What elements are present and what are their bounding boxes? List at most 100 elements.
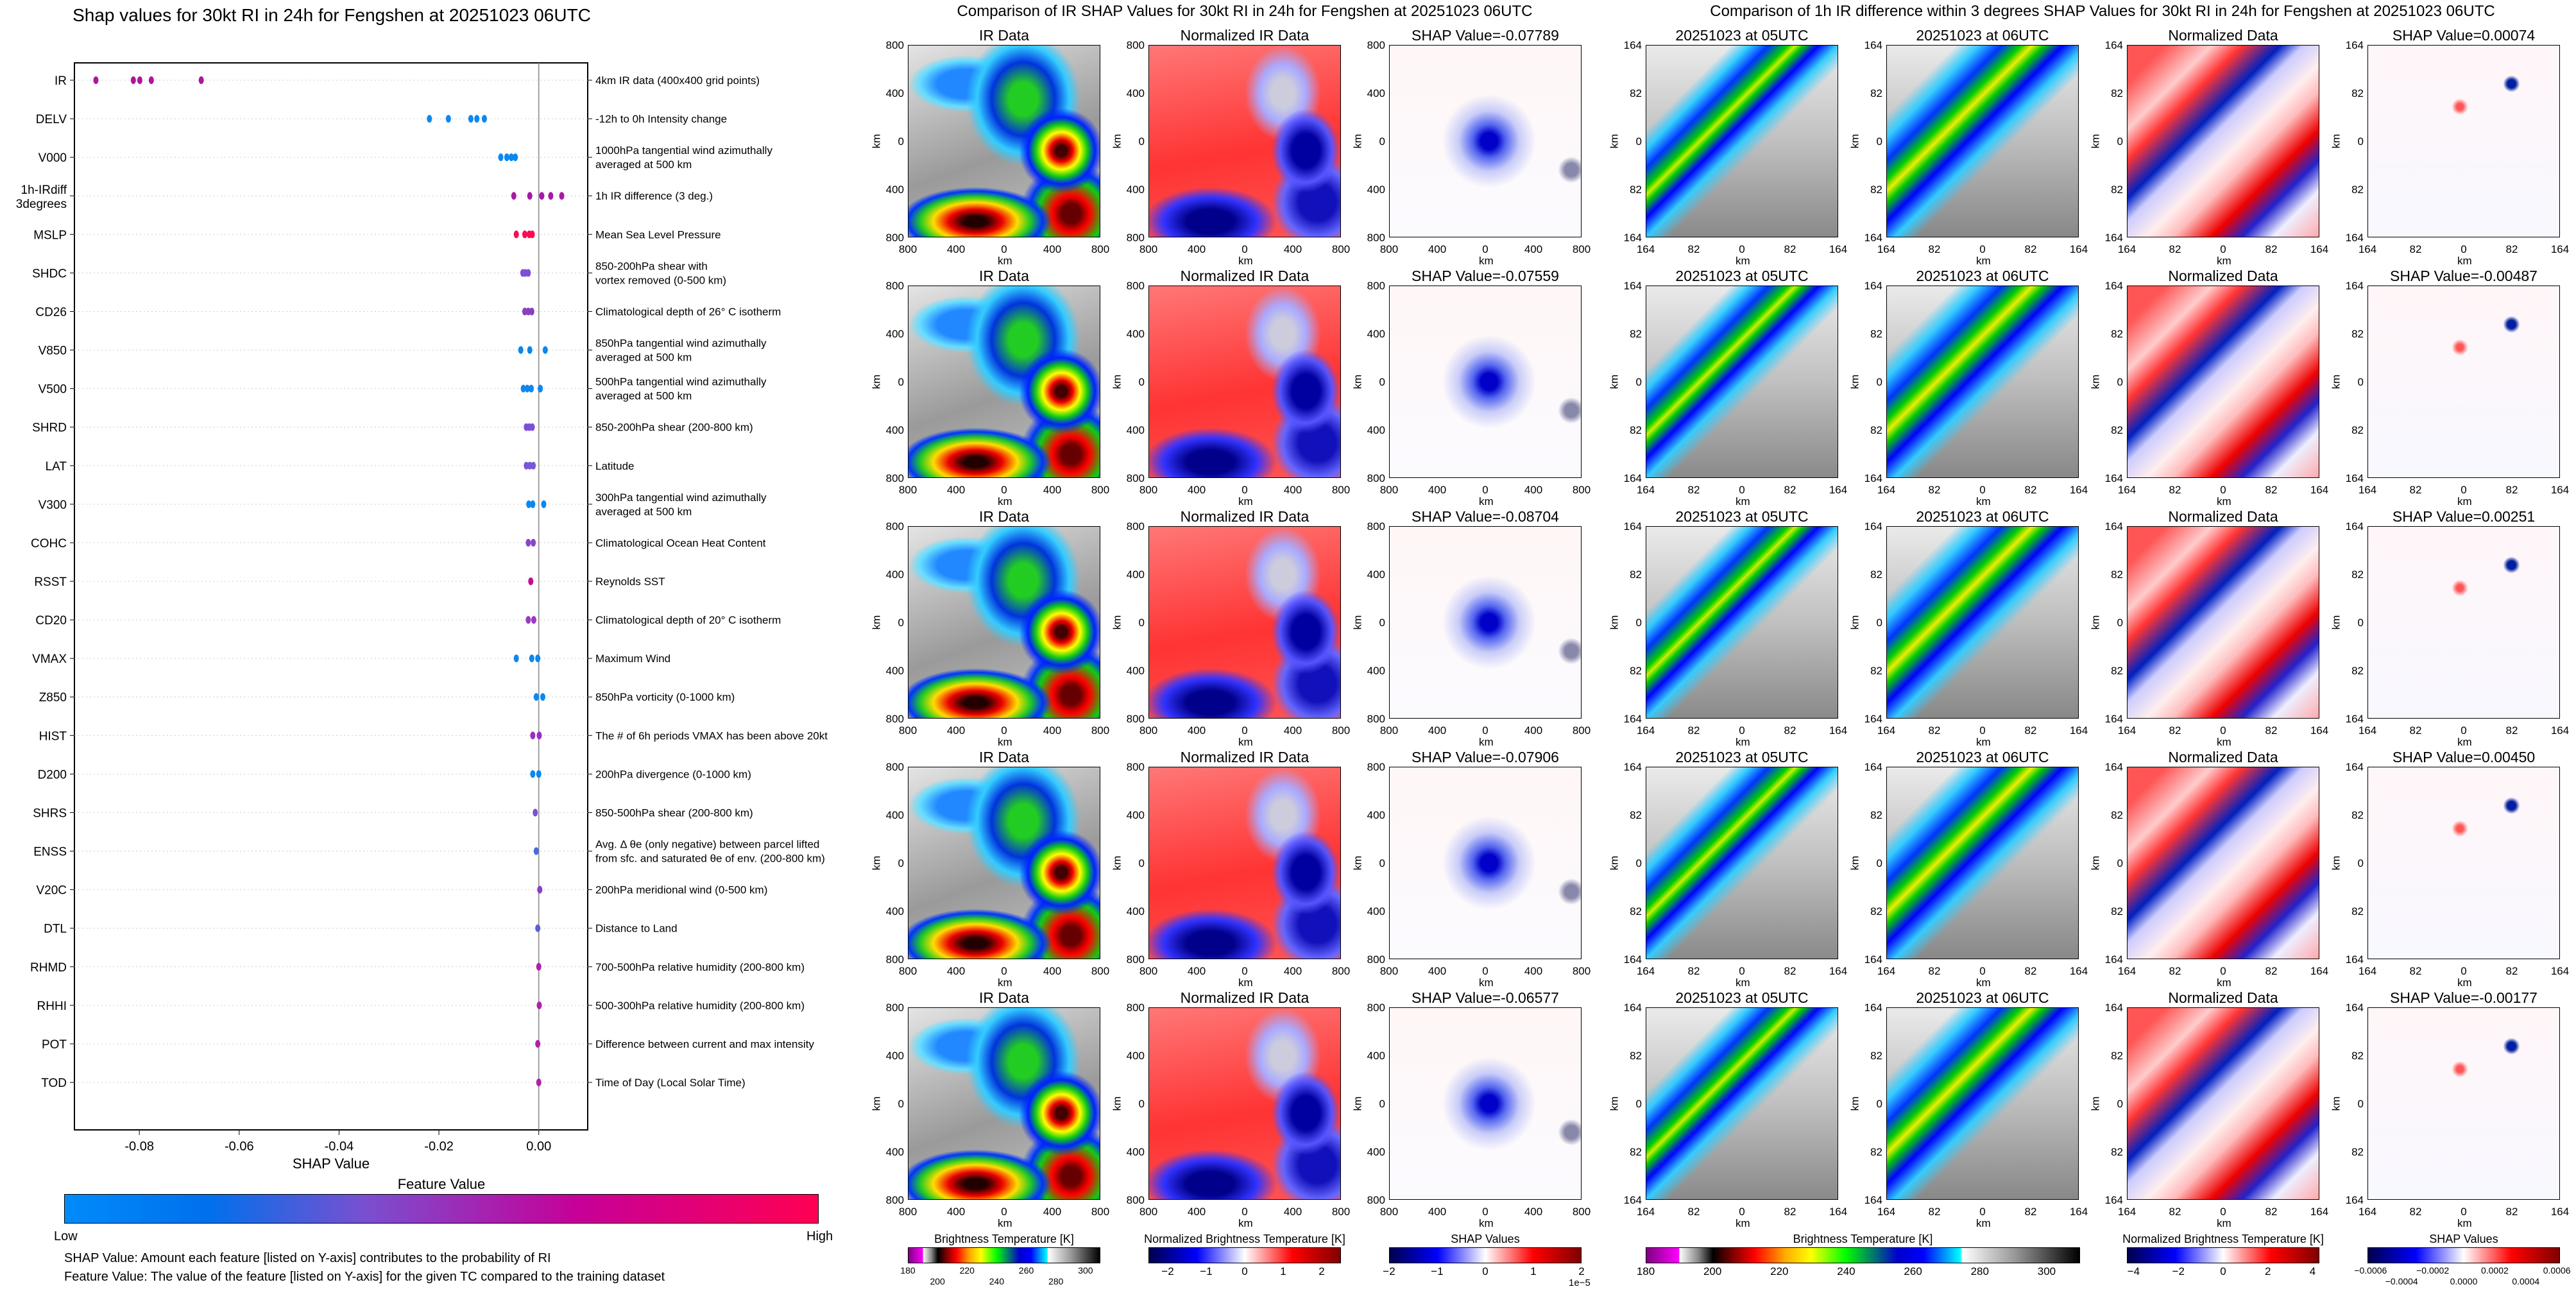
panel-title: Normalized Data	[2168, 268, 2278, 284]
panel-title: 20251023 at 06UTC	[1916, 989, 2049, 1006]
feature-label: V850	[38, 345, 67, 358]
x-tick-label: 0	[1241, 965, 1248, 977]
ir_panel-heatmap	[908, 1007, 1100, 1200]
x-axis-label: km	[2457, 736, 2472, 748]
feature-description: Climatological depth of 20° C isotherm	[595, 614, 781, 626]
colorbar-title: Normalized Brightness Temperature [K]	[1144, 1233, 1345, 1245]
y-tick-label: 0	[1379, 857, 1385, 869]
y-tick-label: 164	[1623, 1002, 1642, 1014]
y-tick-label: 400	[885, 1050, 904, 1062]
colorbar-tick-label: 200	[1703, 1265, 1722, 1277]
y-tick-label: 800	[885, 953, 904, 966]
x-tick-label: 164	[2358, 243, 2377, 255]
y-axis-label: km	[1111, 133, 1123, 149]
x-tick-label: 164	[2117, 484, 2137, 496]
x-tick-label: 164	[1636, 484, 1655, 496]
colorbar	[1148, 1247, 1341, 1263]
shap-point	[445, 115, 451, 123]
feature-label: CD26	[35, 305, 67, 319]
y-tick-label: 0	[898, 1098, 904, 1110]
x-tick-label: 82	[2024, 724, 2037, 737]
colorbar-tick-label: 2	[2265, 1265, 2271, 1277]
feature-description: averaged at 500 km	[595, 506, 692, 518]
y-axis-label: km	[2089, 1096, 2102, 1111]
y-tick-label: 800	[1126, 232, 1145, 244]
x-tick-label: 0	[1482, 724, 1488, 737]
y-tick-label: 0	[2117, 135, 2123, 148]
y-tick-label: 400	[885, 1146, 904, 1158]
y-tick-label: 164	[2345, 520, 2364, 533]
panel-title: 20251023 at 05UTC	[1675, 989, 1809, 1006]
ir_panel-heatmap	[1389, 767, 1582, 959]
colorbar-tick-label: 0.0000	[2450, 1276, 2478, 1286]
y-axis-label: km	[1351, 615, 1364, 630]
x-axis-label: km	[2457, 495, 2472, 508]
feature-description: vortex removed (0-500 km)	[595, 274, 726, 286]
y-tick-label: 400	[885, 568, 904, 581]
irdiff_panel-heatmap	[2367, 45, 2560, 237]
y-tick-label: 82	[2351, 1050, 2364, 1062]
x-tick-label: 800	[1139, 243, 1158, 255]
feature-description: Time of Day (Local Solar Time)	[595, 1077, 746, 1089]
ir_panel-heatmap	[1389, 526, 1582, 719]
x-tick-label: 400	[1428, 724, 1447, 737]
colorbar-title: SHAP Values	[1451, 1233, 1520, 1245]
y-tick-label: 0	[1876, 376, 1882, 388]
y-tick-label: 400	[885, 328, 904, 340]
x-axis-label: km	[1479, 255, 1494, 267]
y-tick-label: 400	[885, 905, 904, 918]
panel-title: 20251023 at 05UTC	[1675, 508, 1809, 525]
x-tick-label: 0	[2220, 1206, 2226, 1218]
y-tick-label: 400	[885, 424, 904, 436]
irdiff_panel-heatmap	[2367, 1007, 2560, 1200]
colorbar-tick-label: 2	[1578, 1265, 1585, 1277]
irdiff_panel-heatmap	[2127, 1007, 2319, 1200]
feature-label: VMAX	[32, 653, 67, 666]
panel-title: 20251023 at 05UTC	[1675, 268, 1809, 284]
x-tick-label: 82	[1687, 1206, 1700, 1218]
y-axis-label: km	[2330, 615, 2342, 630]
y-tick-label: 82	[1870, 184, 1882, 196]
feature-description: Latitude	[595, 460, 635, 472]
y-tick-label: 400	[1126, 1050, 1145, 1062]
colorbar-high-label: High	[806, 1229, 833, 1243]
ir_panel-heatmap	[1148, 1007, 1341, 1200]
y-tick-label: 164	[1623, 232, 1642, 244]
shap-point	[531, 616, 536, 624]
x-tick-label: 400	[1043, 724, 1062, 737]
y-tick-label: 164	[2104, 472, 2123, 484]
y-tick-label: 0	[2117, 376, 2123, 388]
feature-description: from sfc. and saturated θe of env. (200-…	[595, 853, 825, 865]
shap-point	[536, 1079, 542, 1086]
y-tick-label: 400	[1367, 1146, 1385, 1158]
y-tick-label: 400	[1126, 424, 1145, 436]
y-tick-label: 0	[2357, 617, 2364, 629]
x-tick-label: 82	[1784, 724, 1796, 737]
y-tick-label: 800	[1367, 472, 1385, 484]
y-tick-label: 164	[2345, 761, 2364, 773]
shap-point	[513, 153, 518, 162]
x-tick-label: 400	[946, 724, 966, 737]
footnote-shap-value: SHAP Value: Amount each feature [listed …	[64, 1251, 551, 1265]
irdiff_panel-heatmap	[1646, 526, 1838, 719]
y-tick-label: 400	[1126, 87, 1145, 99]
x-tick-label: 800	[1091, 484, 1110, 496]
y-tick-label: 164	[1864, 713, 1882, 725]
x-tick-label: 400	[946, 1206, 966, 1218]
x-tick-label: 0	[2461, 724, 2467, 737]
colorbar-tick-label: 0	[1241, 1265, 1248, 1277]
y-tick-label: 164	[1864, 761, 1882, 773]
colorbar-tick-label: 1	[1280, 1265, 1286, 1277]
shap-point	[511, 192, 516, 200]
x-axis-label: km	[1238, 1217, 1253, 1229]
x-tick-label: 82	[2505, 724, 2518, 737]
panel-title: 20251023 at 05UTC	[1675, 27, 1809, 44]
x-tick-label: 164	[2358, 965, 2377, 977]
x-tick-label: 0	[1979, 1206, 1986, 1218]
shap-point	[525, 269, 531, 277]
x-tick-label: 400	[946, 484, 966, 496]
irdiff_panel-heatmap	[1886, 45, 2079, 237]
x-axis-label: km	[1479, 977, 1494, 989]
x-tick-label: 82	[2505, 484, 2518, 496]
x-tick-label: 0	[2220, 484, 2226, 496]
